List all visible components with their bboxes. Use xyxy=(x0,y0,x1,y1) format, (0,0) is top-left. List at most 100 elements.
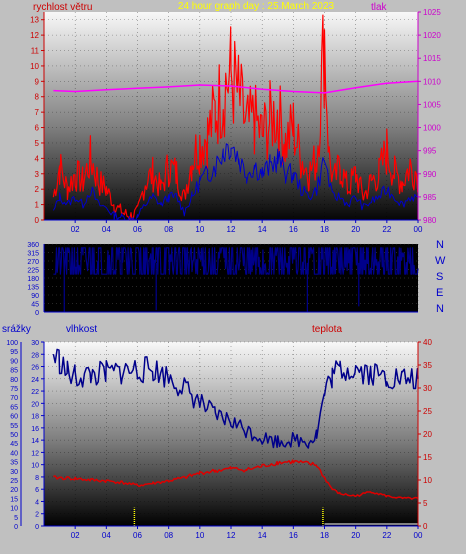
humidity-axis-label: vlhkost xyxy=(66,324,97,335)
direction-tick-label: 225 xyxy=(27,268,39,275)
temperature-tick-label: 20 xyxy=(423,430,432,439)
temperature-tick-label: 0 xyxy=(423,522,428,531)
rain-tick-label: 90 xyxy=(10,358,18,365)
rain-tick-label: 100 xyxy=(6,340,18,347)
humidity-tick-label: 16 xyxy=(31,426,39,433)
x-tick-label: 04 xyxy=(102,531,111,540)
wind-tick-label: 10 xyxy=(30,62,39,71)
x-tick-label: 12 xyxy=(227,225,236,234)
x-tick-label: 08 xyxy=(164,531,173,540)
wind-tick-label: 1 xyxy=(35,201,40,210)
x-tick-label: 04 xyxy=(102,225,111,234)
wind-tick-label: 6 xyxy=(35,124,40,133)
humidity-tick-label: 14 xyxy=(31,438,39,445)
chart-title: 24 hour graph day : 25.March 2023 xyxy=(178,1,335,12)
rain-tick-label: 55 xyxy=(10,423,18,430)
humidity-tick-label: 6 xyxy=(35,487,39,494)
x-tick-label: 22 xyxy=(382,225,391,234)
x-tick-label: 06 xyxy=(133,225,142,234)
x-tick-label: 10 xyxy=(195,531,204,540)
x-tick-label: 08 xyxy=(164,225,173,234)
humidity-line xyxy=(52,348,419,449)
pressure-tick-label: 1005 xyxy=(423,100,441,109)
humidity-tick-label: 30 xyxy=(31,340,39,347)
rain-axis-label: srážky xyxy=(2,324,31,335)
humidity-tick-label: 12 xyxy=(31,450,39,457)
temperature-tick-label: 30 xyxy=(423,384,432,393)
humidity-tick-label: 10 xyxy=(31,463,39,470)
rain-tick-label: 60 xyxy=(10,414,18,421)
wind-tick-label: 13 xyxy=(30,16,39,25)
pressure-tick-label: 1020 xyxy=(423,31,441,40)
wind-direction-line xyxy=(53,247,419,275)
rain-tick-label: 45 xyxy=(10,441,18,448)
pressure-tick-label: 1010 xyxy=(423,77,441,86)
x-tick-label: 14 xyxy=(258,225,267,234)
pressure-tick-label: 1015 xyxy=(423,54,441,63)
temperature-tick-label: 25 xyxy=(423,407,432,416)
wind-tick-label: 8 xyxy=(35,93,40,102)
humidity-tick-label: 24 xyxy=(31,377,39,384)
temperature-line xyxy=(53,459,419,500)
x-tick-label: 10 xyxy=(195,225,204,234)
temperature-tick-label: 15 xyxy=(423,453,432,462)
pressure-tick-label: 985 xyxy=(423,193,437,202)
wind-tick-label: 3 xyxy=(35,170,40,179)
humidity-tick-label: 4 xyxy=(35,499,39,506)
compass-n-top: N xyxy=(436,239,444,251)
humidity-tick-label: 28 xyxy=(31,352,39,359)
wind-tick-label: 11 xyxy=(31,47,40,56)
x-tick-label: 20 xyxy=(351,225,360,234)
rain-tick-label: 65 xyxy=(10,404,18,411)
wind-speed-line xyxy=(52,14,419,221)
x-tick-label: 06 xyxy=(133,531,142,540)
compass-w: W xyxy=(435,255,446,267)
wind-tick-label: 5 xyxy=(35,139,40,148)
pressure-tick-label: 990 xyxy=(423,170,437,179)
x-tick-label: 20 xyxy=(351,531,360,540)
x-tick-label: 14 xyxy=(258,531,267,540)
wind-direction-gridlines xyxy=(44,243,419,313)
rain-tick-label: 0 xyxy=(14,524,18,531)
compass-s: S xyxy=(436,271,443,283)
direction-tick-label: 90 xyxy=(31,293,39,300)
temperature-tick-label: 10 xyxy=(423,476,432,485)
wind-pressure-marks xyxy=(52,14,419,221)
direction-tick-label: 180 xyxy=(27,276,39,283)
pressure-line xyxy=(53,80,419,94)
x-tick-label: 16 xyxy=(289,225,298,234)
x-tick-label: 18 xyxy=(320,225,329,234)
rain-tick-label: 5 xyxy=(14,515,18,522)
compass-n-bottom: N xyxy=(436,303,444,315)
rain-tick-label: 15 xyxy=(10,496,18,503)
humidity-tick-label: 22 xyxy=(31,389,39,396)
rain-tick-label: 75 xyxy=(10,386,18,393)
humidity-tick-label: 0 xyxy=(35,524,39,531)
rain-tick-label: 20 xyxy=(10,487,18,494)
humidity-tick-label: 2 xyxy=(35,512,39,519)
rain-tick-label: 25 xyxy=(10,478,18,485)
compass-e: E xyxy=(436,287,443,299)
direction-tick-label: 135 xyxy=(27,285,39,292)
humidity-tick-label: 26 xyxy=(31,365,39,372)
direction-tick-label: 360 xyxy=(27,242,39,249)
x-tick-label: 16 xyxy=(289,531,298,540)
x-tick-label: 00 xyxy=(414,531,423,540)
pressure-tick-label: 980 xyxy=(423,216,437,225)
wind-speed-axis-label: rychlost větru xyxy=(33,2,92,13)
rain-tick-label: 40 xyxy=(10,450,18,457)
rain-tick-label: 50 xyxy=(10,432,18,439)
pressure-tick-label: 1000 xyxy=(423,124,441,133)
rain-tick-label: 35 xyxy=(10,460,18,467)
pressure-tick-label: 995 xyxy=(423,147,437,156)
wind-direction-marks xyxy=(53,247,419,312)
wind-tick-label: 12 xyxy=(30,31,39,40)
rain-tick-label: 10 xyxy=(10,506,18,513)
pressure-axis-label: tlak xyxy=(371,2,388,13)
rain-tick-label: 30 xyxy=(10,469,18,476)
direction-tick-label: 45 xyxy=(31,302,39,309)
rain-tick-label: 70 xyxy=(10,395,18,402)
pressure-tick-label: 1025 xyxy=(423,8,441,17)
